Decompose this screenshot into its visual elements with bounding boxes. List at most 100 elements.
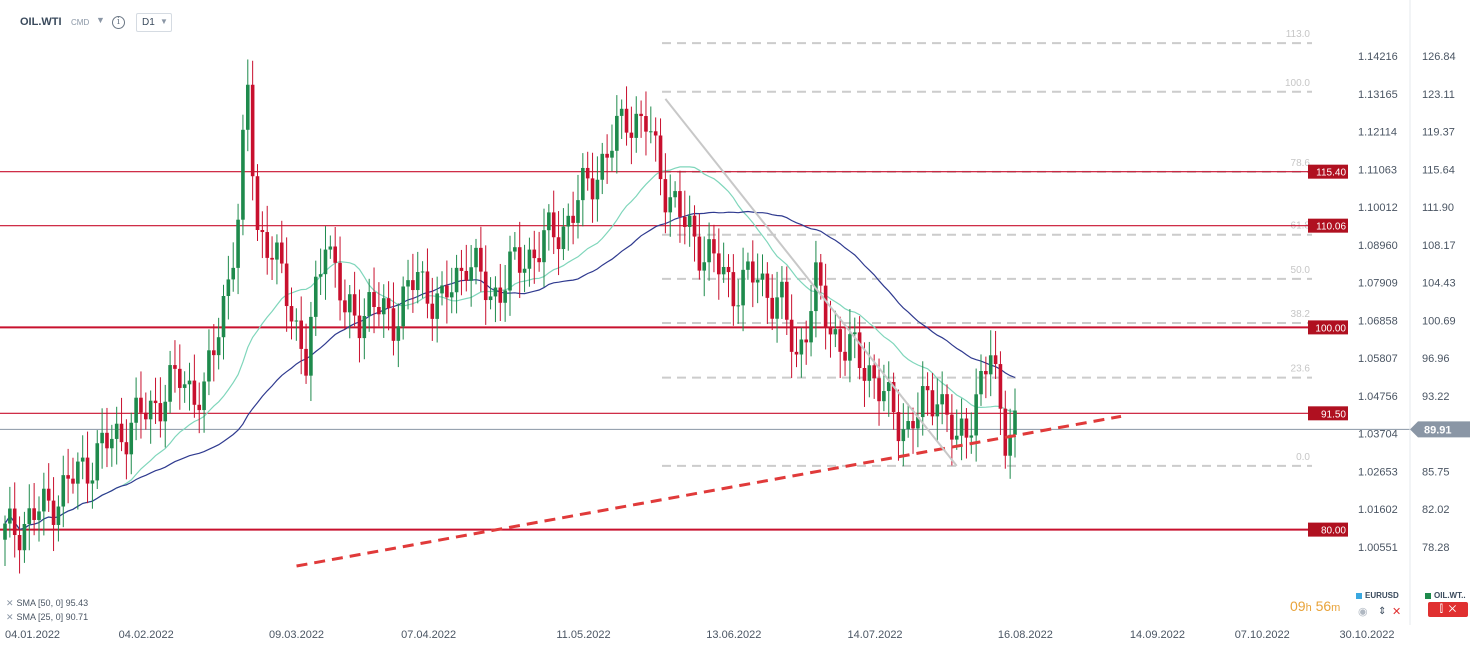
eurusd-axis-tick: 1.03704: [1358, 429, 1398, 441]
candle-down: [178, 368, 182, 388]
sma-25-legend[interactable]: ✕ SMA [25, 0] 90.71: [6, 612, 88, 623]
sma-50-legend[interactable]: ✕ SMA [50, 0] 95.43: [6, 598, 88, 609]
candle-down: [896, 412, 901, 442]
candle-down: [644, 116, 648, 132]
candle-up: [22, 524, 27, 551]
candle-up: [615, 115, 619, 151]
oil-indicator-controls[interactable]: ⫿ ✕: [1428, 602, 1468, 617]
candle-up: [867, 365, 872, 381]
candle-up: [848, 334, 852, 361]
price-axis-tick: 93.22: [1422, 391, 1450, 403]
candle-up: [1008, 434, 1012, 456]
price-axis-tick: 123.11: [1422, 89, 1455, 101]
candle-up: [702, 262, 707, 271]
price-level-badge: [1308, 164, 1348, 179]
candle-down: [197, 404, 202, 411]
candle-up: [362, 315, 367, 339]
price-axis-tick: 108.17: [1422, 240, 1456, 252]
candle-down: [726, 266, 731, 273]
date-axis-tick: 04.02.2022: [119, 629, 174, 641]
candle-down: [211, 350, 216, 356]
candle-up: [687, 215, 692, 227]
candle-up: [415, 272, 420, 291]
candle-up: [420, 271, 425, 273]
candle-up: [401, 286, 405, 327]
up-down-icon[interactable]: ⇕: [1378, 606, 1387, 617]
fib-label: 113.0: [1286, 29, 1311, 40]
instrument-eurusd[interactable]: EURUSD: [1356, 591, 1399, 600]
price-level-badge: [1308, 218, 1348, 233]
candle-up: [988, 355, 993, 375]
candle-down: [532, 249, 537, 259]
close-icon[interactable]: ✕: [1448, 604, 1457, 615]
candle-down: [144, 412, 148, 420]
candle-up: [241, 129, 245, 220]
price-axis-tick: 82.02: [1422, 504, 1450, 516]
eurusd-label: EURUSD: [1365, 591, 1399, 600]
candle-down: [794, 351, 799, 355]
chart-toolbar: OIL.WTI CMD ▼ i D1 ▼: [0, 0, 1410, 40]
candle-down: [124, 442, 129, 455]
candle-up: [323, 249, 328, 275]
candle-up: [226, 279, 231, 296]
candle-up: [561, 226, 566, 250]
candle-down: [692, 215, 697, 237]
candle-up: [920, 386, 925, 418]
candle-up: [406, 280, 410, 287]
candle-down: [784, 281, 789, 320]
instrument-oil[interactable]: OIL.WT..: [1425, 591, 1466, 600]
candle-up: [935, 404, 940, 417]
candle-down: [770, 297, 775, 319]
candle-down: [663, 179, 668, 213]
date-axis-tick: 09.03.2022: [269, 629, 324, 641]
candle-down: [964, 418, 969, 438]
price-axis-tick: 111.90: [1422, 202, 1454, 214]
candle-up: [454, 267, 459, 293]
close-icon[interactable]: ✕: [1392, 606, 1402, 618]
sliders-icon[interactable]: ⫿: [1439, 604, 1443, 615]
candle-up: [969, 435, 974, 438]
candle-up: [581, 167, 585, 201]
candle-up: [736, 305, 741, 307]
symbol-name[interactable]: OIL.WTI: [20, 16, 62, 28]
candle-up: [527, 249, 532, 269]
candle-up: [42, 488, 46, 512]
candle-up: [95, 443, 100, 481]
eurusd-axis-tick: 1.06858: [1358, 315, 1398, 327]
symbol-dropdown-icon[interactable]: ▼: [96, 15, 105, 25]
candle-down: [891, 382, 896, 413]
date-axis-tick: 07.10.2022: [1235, 629, 1290, 641]
candle-down: [411, 280, 415, 291]
candle-down: [139, 397, 143, 413]
candle-up: [522, 268, 527, 273]
date-axis-tick: 16.08.2022: [998, 629, 1053, 641]
info-icon[interactable]: i: [112, 16, 125, 29]
current-price-label: 89.91: [1424, 424, 1452, 436]
price-axis-tick: 96.96: [1422, 353, 1450, 365]
candle-up: [37, 511, 41, 520]
candle-down: [338, 262, 342, 301]
candle-up: [27, 508, 32, 525]
price-axis-tick: 126.84: [1422, 51, 1456, 63]
candle-up: [576, 200, 580, 223]
timeframe-select[interactable]: D1 ▼: [136, 13, 172, 32]
candle-down: [556, 237, 561, 250]
indicator-remove-icon[interactable]: ✕: [6, 598, 14, 608]
candle-down: [697, 236, 702, 271]
candle-down: [911, 421, 915, 429]
candle-up: [313, 276, 318, 317]
candle-up: [76, 461, 80, 484]
candle-up: [673, 191, 677, 198]
candles: [3, 59, 1017, 574]
candle-up: [741, 269, 745, 306]
eye-icon[interactable]: ◉: [1358, 606, 1368, 618]
candle-down: [299, 320, 304, 349]
indicator-remove-icon[interactable]: ✕: [6, 612, 14, 622]
candle-down: [838, 329, 842, 352]
current-price-tag: [1410, 421, 1470, 438]
chevron-down-icon: ▼: [160, 17, 168, 26]
candle-up: [309, 316, 313, 376]
candle-down: [1003, 408, 1008, 456]
candle-down: [551, 212, 556, 238]
